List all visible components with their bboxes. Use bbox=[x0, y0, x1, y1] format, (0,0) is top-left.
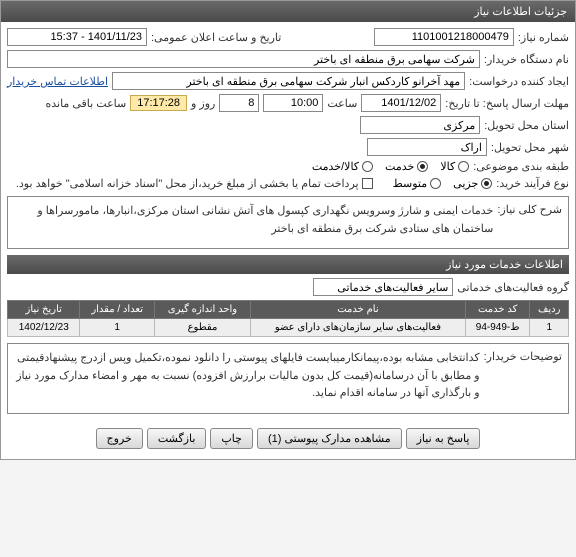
th-date: تاریخ نیاز bbox=[8, 301, 80, 319]
minor-label: جزیی bbox=[453, 177, 478, 190]
remaining-label: ساعت باقی مانده bbox=[45, 97, 126, 110]
announce-field: 1401/11/23 - 15:37 bbox=[7, 28, 147, 46]
activity-group-label: گروه فعالیت‌های خدماتی bbox=[457, 281, 569, 294]
services-table: ردیف کد خدمت نام خدمت واحد اندازه گیری ت… bbox=[7, 300, 569, 337]
goods-label: کالا bbox=[440, 160, 455, 173]
hour-label-1: ساعت bbox=[327, 97, 357, 110]
radio-minor[interactable]: جزیی bbox=[453, 177, 492, 190]
th-code: کد خدمت bbox=[465, 301, 530, 319]
exit-button[interactable]: خروج bbox=[96, 428, 143, 449]
desc-text: خدمات ایمنی و شارژ وسرویس نگهداری کپسول … bbox=[14, 203, 493, 238]
td-qty: 1 bbox=[80, 319, 154, 337]
payment-note-label: پرداخت تمام یا بخشی از مبلغ خرید،از محل … bbox=[16, 177, 359, 190]
activity-group-field: سایر فعالیت‌های خدماتی bbox=[313, 278, 453, 296]
section-services-header: اطلاعات خدمات مورد نیاز bbox=[7, 255, 569, 274]
announce-label: تاریخ و ساعت اعلان عمومی: bbox=[151, 31, 281, 44]
td-code: ط-949-94 bbox=[465, 319, 530, 337]
goods-service-label: کالا/خدمت bbox=[312, 160, 359, 173]
radio-goods[interactable]: کالا bbox=[440, 160, 469, 173]
purchase-type-label: نوع فرآیند خرید: bbox=[496, 177, 569, 190]
explain-label: توضیحات خریدار: bbox=[484, 350, 562, 363]
deadline-hour-field: 10:00 bbox=[263, 94, 323, 112]
answer-button[interactable]: پاسخ به نیاز bbox=[406, 428, 481, 449]
td-name: فعالیت‌های سایر سازمان‌های دارای عضو bbox=[251, 319, 466, 337]
creator-field: مهد آخرانو کاردکس انبار شرکت سهامی برق م… bbox=[112, 72, 465, 90]
table-row[interactable]: 1 ط-949-94 فعالیت‌های سایر سازمان‌های دا… bbox=[8, 319, 569, 337]
th-qty: تعداد / مقدار bbox=[80, 301, 154, 319]
td-row: 1 bbox=[530, 319, 569, 337]
th-name: نام خدمت bbox=[251, 301, 466, 319]
desc-box: شرح کلی نیاز: خدمات ایمنی و شارژ وسرویس … bbox=[7, 196, 569, 249]
day-and-label: روز و bbox=[191, 97, 215, 110]
th-unit: واحد اندازه گیری bbox=[154, 301, 250, 319]
deadline-date-field: 1401/12/02 bbox=[361, 94, 441, 112]
city-field: اراک bbox=[367, 138, 487, 156]
explain-text: کدانتخابی مشابه بوده،پیمانکارمیبایست فای… bbox=[14, 350, 480, 403]
days-field: 8 bbox=[219, 94, 259, 112]
subject-type-group: کالا خدمت کالا/خدمت bbox=[312, 160, 469, 173]
explain-box: توضیحات خریدار: کدانتخابی مشابه بوده،پیم… bbox=[7, 343, 569, 414]
print-button[interactable]: چاپ bbox=[210, 428, 253, 449]
td-unit: مقطوع bbox=[154, 319, 250, 337]
content-area: شماره نیاز: 1101001218000479 تاریخ و ساع… bbox=[1, 22, 575, 459]
radio-medium[interactable]: متوسط bbox=[393, 177, 442, 190]
window: جزئیات اطلاعات نیاز شماره نیاز: 11010012… bbox=[0, 0, 576, 460]
purchase-type-group: جزیی متوسط bbox=[393, 177, 493, 190]
buyer-field: شرکت سهامی برق منطقه ای باختر bbox=[7, 50, 480, 68]
countdown-badge: 17:17:28 bbox=[130, 95, 187, 111]
radio-goods-service[interactable]: کالا/خدمت bbox=[312, 160, 373, 173]
table-header-row: ردیف کد خدمت نام خدمت واحد اندازه گیری ت… bbox=[8, 301, 569, 319]
td-date: 1402/12/23 bbox=[8, 319, 80, 337]
medium-label: متوسط bbox=[393, 177, 428, 190]
attachments-button[interactable]: مشاهده مدارک پیوستی (1) bbox=[257, 428, 402, 449]
th-row: ردیف bbox=[530, 301, 569, 319]
deadline-label: مهلت ارسال پاسخ: تا تاریخ: bbox=[445, 97, 569, 110]
window-title: جزئیات اطلاعات نیاز bbox=[1, 1, 575, 22]
province-label: استان محل تحویل: bbox=[484, 119, 569, 132]
payment-checkbox[interactable]: پرداخت تمام یا بخشی از مبلغ خرید،از محل … bbox=[16, 177, 373, 190]
contact-link[interactable]: اطلاعات تماس خریدار bbox=[7, 75, 108, 88]
service-label: خدمت bbox=[385, 160, 414, 173]
radio-service[interactable]: خدمت bbox=[385, 160, 428, 173]
creator-label: ایجاد کننده درخواست: bbox=[469, 75, 569, 88]
subject-type-label: طبقه بندی موضوعی: bbox=[473, 160, 569, 173]
buyer-label: نام دستگاه خریدار: bbox=[484, 53, 569, 66]
back-button[interactable]: بازگشت bbox=[147, 428, 207, 449]
request-no-field: 1101001218000479 bbox=[374, 28, 514, 46]
request-no-label: شماره نیاز: bbox=[518, 31, 569, 44]
button-bar: پاسخ به نیاز مشاهده مدارک پیوستی (1) چاپ… bbox=[7, 420, 569, 453]
province-field: مرکزی bbox=[360, 116, 480, 134]
city-label: شهر محل تحویل: bbox=[491, 141, 569, 154]
desc-label: شرح کلی نیاز: bbox=[497, 203, 562, 216]
